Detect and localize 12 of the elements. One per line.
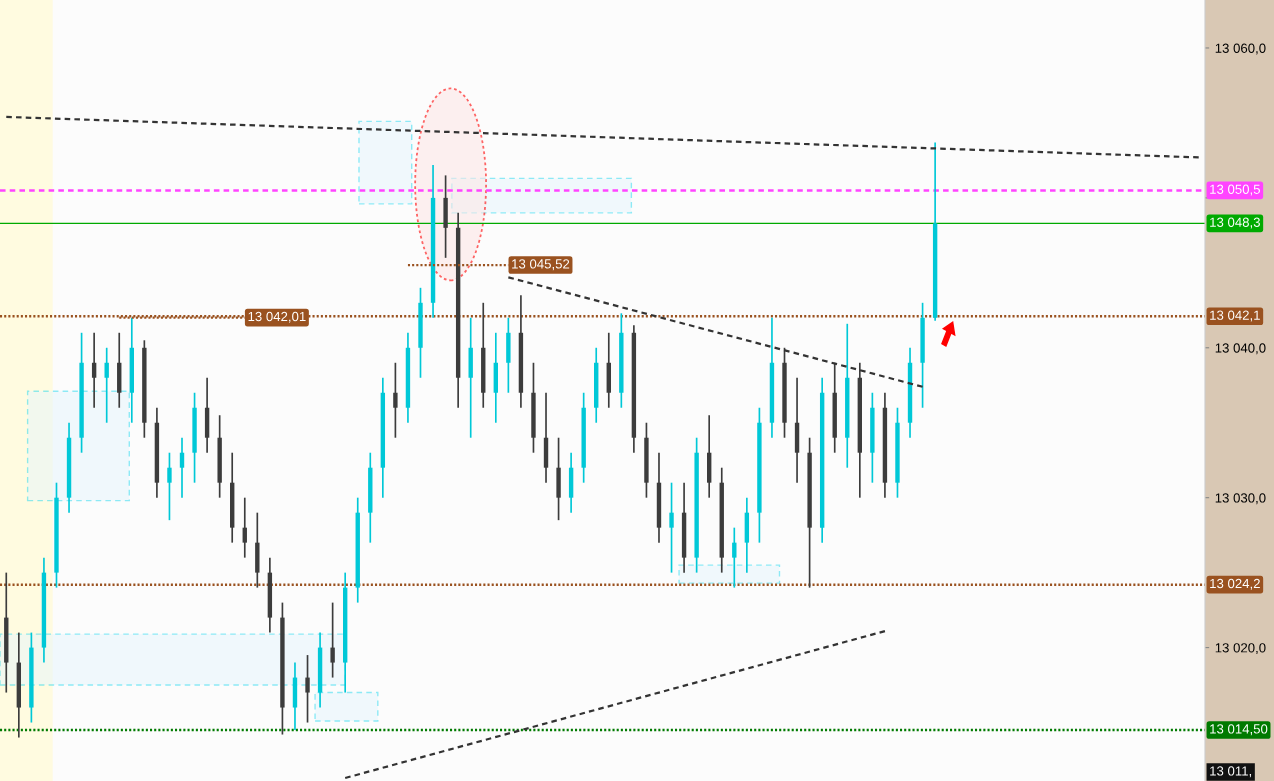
ref-line-label: 13 042,1 [1210, 310, 1260, 322]
ref-line-label: 13 048,3 [1210, 217, 1260, 229]
y-tick-label: 13 020,0 [1215, 643, 1266, 655]
y-tick-label: 13 030,0 [1215, 493, 1266, 505]
annotation: 13 045,52 [512, 259, 570, 271]
text: 13 011, [1210, 766, 1252, 778]
ref-line-label: 13 014,50 [1210, 724, 1268, 736]
y-tick-label: 13 040,0 [1215, 343, 1266, 355]
ref-line-label: 13 024,2 [1210, 578, 1260, 590]
annotation: 13 042,01 [248, 311, 306, 323]
y-tick-label: 13 060,0 [1215, 43, 1266, 55]
ref-line-label: 13 050,5 [1210, 184, 1260, 196]
